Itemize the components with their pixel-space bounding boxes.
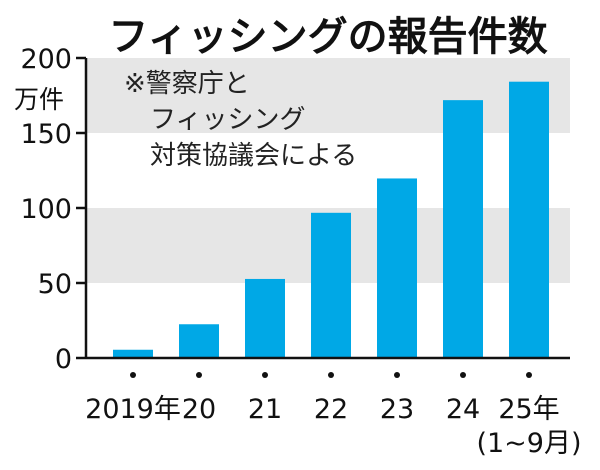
y-tick-label: 150 xyxy=(20,119,72,150)
x-tick-dot xyxy=(394,372,400,378)
x-tick-label: 23 xyxy=(380,394,414,425)
x-tick-dot xyxy=(526,372,532,378)
x-tick-label: 25年 xyxy=(498,394,559,425)
source-note-line-1: ※警察庁と xyxy=(124,69,250,99)
bar xyxy=(113,349,153,358)
bar xyxy=(179,324,219,358)
y-tick-label: 200 xyxy=(20,44,72,75)
x-tick-sublabel: (1~9月) xyxy=(476,428,581,459)
bars xyxy=(113,81,549,359)
x-tick-dot xyxy=(328,372,334,378)
source-note-line-2: フィッシング xyxy=(150,105,305,135)
x-tick-label: 20 xyxy=(182,394,216,425)
x-tick-dot xyxy=(130,372,136,378)
y-tick-label: 100 xyxy=(20,194,72,225)
chart-title: フィッシングの報告件数 xyxy=(108,14,547,60)
bar xyxy=(509,81,549,358)
x-tick-label: 24 xyxy=(446,394,480,425)
y-axis-ticks: 0 50 100 150 200 xyxy=(20,44,86,375)
bar xyxy=(311,212,351,358)
x-tick-label: 21 xyxy=(248,394,282,425)
y-tick-label: 50 xyxy=(38,269,72,300)
y-tick-label: 0 xyxy=(55,344,72,375)
bar xyxy=(245,278,285,358)
bar xyxy=(443,100,483,359)
x-tick-label: 22 xyxy=(314,394,348,425)
bar xyxy=(377,178,417,358)
y-axis-unit: 万件 xyxy=(14,85,64,114)
grid-band xyxy=(86,58,570,133)
x-axis-labels: 2019年 20 21 22 23 24 25年(1~9月) xyxy=(85,372,582,459)
x-tick-dot xyxy=(460,372,466,378)
x-tick-dot xyxy=(262,372,268,378)
source-note-line-3: 対策協議会による xyxy=(150,141,357,171)
x-tick-dot xyxy=(196,372,202,378)
source-note: ※警察庁と フィッシング 対策協議会による xyxy=(124,69,357,171)
x-tick-label: 2019年 xyxy=(85,394,181,425)
